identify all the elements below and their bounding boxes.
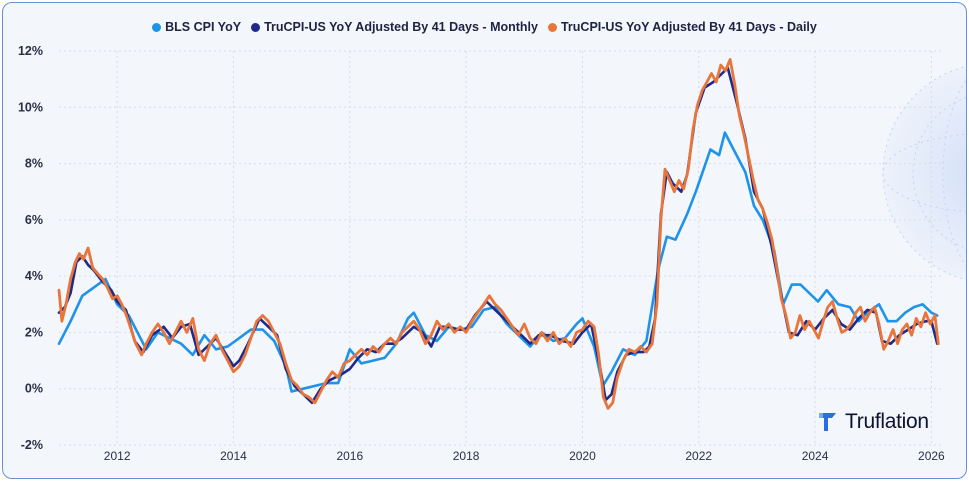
globe-decoration (882, 65, 966, 281)
series-line-daily[interactable] (57, 58, 940, 410)
legend-label-monthly: TruCPI-US YoY Adjusted By 41 Days - Mont… (264, 20, 538, 34)
x-tick-label: 2022 (685, 449, 712, 463)
legend-dot-monthly (251, 22, 261, 32)
x-tick-label: 2016 (336, 449, 363, 463)
legend-item-bls[interactable]: BLS CPI YoY (152, 20, 241, 34)
y-tick-label: 10% (18, 100, 43, 114)
x-tick-label: 2026 (918, 449, 945, 463)
y-tick-label: 4% (25, 269, 43, 283)
x-tick-label: 2012 (104, 449, 131, 463)
x-tick-label: 2024 (802, 449, 829, 463)
legend-dot-bls (152, 22, 162, 32)
legend-label-daily: TruCPI-US YoY Adjusted By 41 Days - Dail… (560, 20, 817, 34)
x-tick-label: 2014 (220, 449, 247, 463)
y-tick-label: 6% (25, 213, 43, 227)
y-tick-label: 2% (25, 325, 43, 339)
truflation-logo-text: Truflation (845, 410, 929, 433)
y-tick-label: 12% (18, 44, 43, 58)
legend-dot-daily (547, 22, 557, 32)
y-tick-label: -2% (21, 438, 43, 452)
truflation-logo-icon (819, 413, 836, 431)
y-tick-label: 8% (25, 157, 43, 171)
series-line-bls[interactable] (57, 131, 939, 393)
legend-label-bls: BLS CPI YoY (165, 20, 242, 34)
legend: BLS CPI YoY TruCPI-US YoY Adjusted By 41… (3, 20, 966, 34)
legend-item-daily[interactable]: TruCPI-US YoY Adjusted By 41 Days - Dail… (547, 20, 817, 34)
legend-item-monthly[interactable]: TruCPI-US YoY Adjusted By 41 Days - Mont… (251, 20, 538, 34)
x-tick-label: 2018 (453, 449, 480, 463)
line-chart: 12% 10% 8% 6% 4% 2% 0% -2% 2012 2014 2016 2018 2020 2… (18, 44, 966, 463)
truflation-logo: Truflation (819, 410, 929, 434)
y-tick-label: 0% (25, 382, 43, 396)
x-tick-label: 2020 (569, 449, 596, 463)
